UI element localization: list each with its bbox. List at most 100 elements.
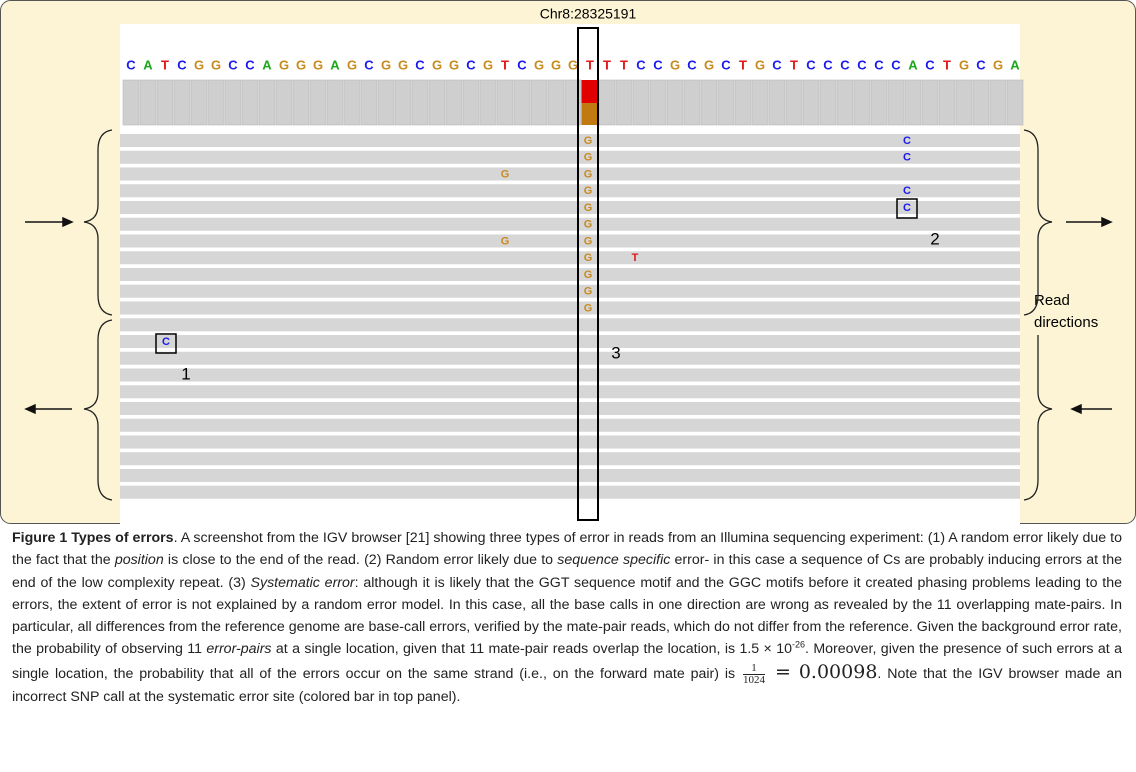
coverage-bar [548,80,564,125]
reference-base: G [398,57,408,72]
reference-base: T [586,57,594,72]
mismatch-base: C [903,152,911,164]
read [120,486,1020,499]
caption-text: position [115,552,164,568]
caption-text: Systematic error [251,575,355,591]
mismatch-base: G [501,168,510,180]
coverage-bar [208,80,224,125]
coverage-bar [650,80,666,125]
snp-call-bar [582,103,599,125]
reference-base: G [194,57,204,72]
reference-base: G [296,57,306,72]
coverage-bar [531,80,547,125]
reference-base: T [603,57,611,72]
coverage-bar [225,80,241,125]
numerator: 1 [743,663,765,675]
mismatch-base: C [162,336,170,348]
coverage-bar [310,80,326,125]
reference-base: G [432,57,442,72]
coverage-bar [769,80,785,125]
caption-text: sequence specific [557,552,670,568]
direction-label: Read [1034,292,1070,309]
coverage-bar [837,80,853,125]
reference-base: C [840,57,850,72]
coverage-bar [514,80,530,125]
mismatch-base: C [903,202,911,214]
caption-text: at a single location, given that 11 mate… [272,641,792,657]
page: {"figure": { "locus": "Chr8:28325191", "… [0,0,1136,772]
coverage-bar [463,80,479,125]
reference-base: T [943,57,951,72]
coverage-bar [344,80,360,125]
read [120,285,1020,298]
caption-text: is close to the end of the read. (2) Ran… [164,552,558,568]
coverage-bar [242,80,258,125]
reference-base: C [772,57,782,72]
reference-base: C [466,57,476,72]
coverage-bar [786,80,802,125]
coverage-bar [191,80,207,125]
read [120,318,1020,331]
mismatch-base: G [584,202,593,214]
mismatch-base: G [584,269,593,281]
coverage-bar [497,80,513,125]
reference-base: C [823,57,833,72]
reference-base: G [313,57,323,72]
reference-base: C [721,57,731,72]
reference-base: C [364,57,374,72]
coverage-bar [667,80,683,125]
reference-base: C [806,57,816,72]
mismatch-base: G [584,185,593,197]
reference-base: C [517,57,527,72]
reference-base: C [636,57,646,72]
reference-base: C [857,57,867,72]
mismatch-base: G [501,235,510,247]
read [120,369,1020,382]
coverage-bar [752,80,768,125]
mismatch-base: G [584,152,593,164]
reference-base: A [330,57,340,72]
mismatch-base: T [632,252,639,264]
coverage-bar [701,80,717,125]
mismatch-base: G [584,235,593,247]
coverage-bar [803,80,819,125]
reference-base: G [279,57,289,72]
reference-base: G [568,57,578,72]
reference-base: C [874,57,884,72]
error-label: 2 [930,229,939,248]
reference-base: A [143,57,153,72]
reference-base: T [161,57,169,72]
mismatch-base: C [903,185,911,197]
reference-base: G [347,57,357,72]
read [120,469,1020,482]
reference-base: G [755,57,765,72]
coverage-bar [939,80,955,125]
reference-base: C [228,57,238,72]
reference-base: A [262,57,272,72]
reference-base: G [551,57,561,72]
coverage-bar [871,80,887,125]
reference-base: T [790,57,798,72]
read [120,251,1020,264]
coverage-bar [633,80,649,125]
coverage-bar [599,80,615,125]
read [120,436,1020,449]
reference-base: C [891,57,901,72]
coverage-bar [718,80,734,125]
read [120,452,1020,465]
coverage-bar [905,80,921,125]
caption-title: Figure 1 Types of errors [12,530,174,546]
reference-base: G [211,57,221,72]
reference-base: A [908,57,918,72]
read [120,218,1020,231]
read [120,168,1020,181]
reference-base: C [126,57,136,72]
coverage-bar [157,80,173,125]
mismatch-base: G [584,302,593,314]
coverage-bar [259,80,275,125]
coverage-bar [276,80,292,125]
caption: Figure 1 Types of errors. A screenshot f… [12,527,1122,708]
mismatch-base: G [584,135,593,147]
reference-base: C [415,57,425,72]
